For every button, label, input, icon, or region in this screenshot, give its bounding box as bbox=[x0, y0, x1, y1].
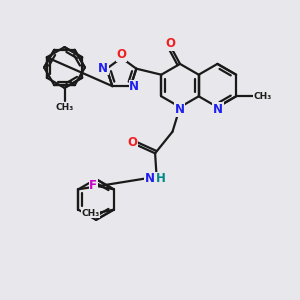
Text: N: N bbox=[129, 80, 139, 93]
Text: CH₃: CH₃ bbox=[253, 92, 271, 101]
Text: N: N bbox=[98, 61, 108, 75]
Text: N: N bbox=[174, 103, 184, 116]
Text: N: N bbox=[145, 172, 155, 185]
Text: H: H bbox=[156, 172, 166, 185]
Text: O: O bbox=[165, 37, 175, 50]
Text: N: N bbox=[213, 103, 223, 116]
Text: F: F bbox=[89, 179, 97, 192]
Text: CH₃: CH₃ bbox=[56, 103, 74, 112]
Text: CH₃: CH₃ bbox=[81, 209, 99, 218]
Text: O: O bbox=[116, 48, 127, 62]
Text: O: O bbox=[127, 136, 137, 149]
